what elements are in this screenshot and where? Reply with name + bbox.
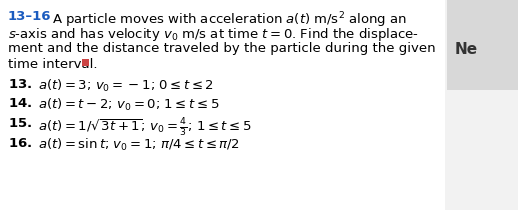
- Text: 13–16: 13–16: [8, 10, 51, 23]
- Text: $a(t) = t - 2$; $v_0 = 0$; $1 \leq t \leq 5$: $a(t) = t - 2$; $v_0 = 0$; $1 \leq t \le…: [38, 97, 220, 113]
- Text: $a(t) = \sin t$; $v_0 = 1$; $\pi/4 \leq t \leq \pi/2$: $a(t) = \sin t$; $v_0 = 1$; $\pi/4 \leq …: [38, 137, 240, 153]
- Bar: [0, 0, 445, 210]
- Text: $\mathbf{16.}$: $\mathbf{16.}$: [8, 137, 32, 150]
- Text: A particle moves with acceleration $a(t)$ m/s$^2$ along an: A particle moves with acceleration $a(t)…: [52, 10, 407, 30]
- Text: $a(t) = 1/\sqrt{3t+1}$; $v_0 = \frac{4}{3}$; $1 \leq t \leq 5$: $a(t) = 1/\sqrt{3t+1}$; $v_0 = \frac{4}{…: [38, 117, 252, 139]
- Bar: [447, 0, 518, 90]
- Text: $s$-axis and has velocity $v_0$ m/s at time $t = 0$. Find the displace-: $s$-axis and has velocity $v_0$ m/s at t…: [8, 26, 419, 43]
- Text: Ne: Ne: [455, 42, 478, 58]
- Text: ment and the distance traveled by the particle during the given: ment and the distance traveled by the pa…: [8, 42, 436, 55]
- Text: $\mathbf{14.}$: $\mathbf{14.}$: [8, 97, 32, 110]
- Text: $a(t) = 3$; $v_0 = -1$; $0 \leq t \leq 2$: $a(t) = 3$; $v_0 = -1$; $0 \leq t \leq 2…: [38, 78, 214, 94]
- Bar: [82, 59, 89, 66]
- Text: time interval.: time interval.: [8, 58, 97, 71]
- Text: $\mathbf{15.}$: $\mathbf{15.}$: [8, 117, 32, 130]
- Text: $\mathbf{13.}$: $\mathbf{13.}$: [8, 78, 32, 91]
